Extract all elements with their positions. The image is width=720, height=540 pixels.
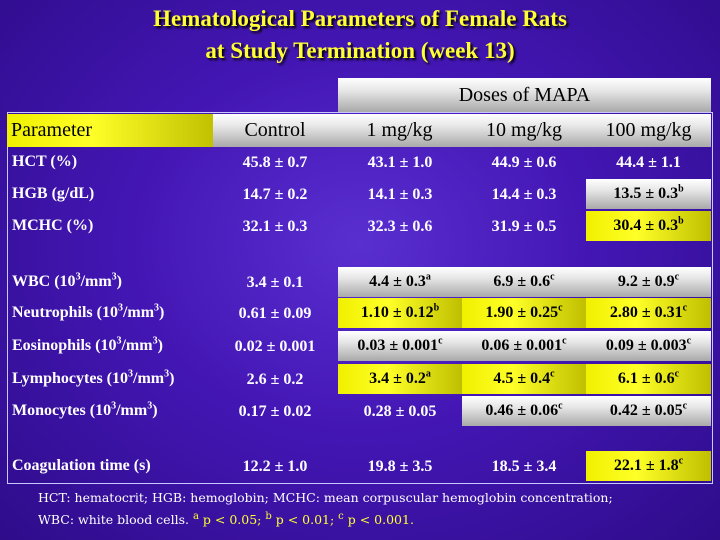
parameter-header: Parameter bbox=[7, 114, 217, 147]
value-cell: 0.03 ± 0.001c bbox=[338, 331, 462, 361]
row-label: Lymphocytes (103/mm3) bbox=[12, 368, 175, 387]
value-cell: 43.1 ± 1.0 bbox=[367, 154, 433, 171]
value-cell: 0.46 ± 0.06c bbox=[462, 396, 586, 426]
value-cell: 14.4 ± 0.3 bbox=[491, 186, 557, 203]
value-cell: 3.4 ± 0.1 bbox=[246, 274, 304, 291]
table-row: Neutrophils (103/mm3) 0.61 ± 0.09 1.10 ± 0… bbox=[0, 298, 720, 328]
column-header-100mg: 100 mg/kg bbox=[586, 114, 711, 147]
value-cell: 2.6 ± 0.2 bbox=[246, 371, 304, 388]
value-cell: 9.2 ± 0.9c bbox=[586, 267, 711, 297]
column-header-control: Control bbox=[213, 114, 337, 147]
value-cell: 12.2 ± 1.0 bbox=[242, 458, 308, 475]
value-cell: 0.17 ± 0.02 bbox=[238, 403, 312, 420]
value-cell: 4.4 ± 0.3a bbox=[338, 267, 462, 297]
row-label: HCT (%) bbox=[12, 153, 78, 170]
value-cell: 32.3 ± 0.6 bbox=[367, 218, 433, 235]
value-cell: 32.1 ± 0.3 bbox=[242, 218, 308, 235]
value-cell: 1.90 ± 0.25c bbox=[462, 298, 586, 328]
value-cell: 44.4 ± 1.1 bbox=[616, 154, 681, 171]
table-row: HGB (g/dL) 14.7 ± 0.2 14.1 ± 0.3 14.4 ± 0.3… bbox=[0, 179, 720, 209]
row-label: Monocytes (103/mm3) bbox=[12, 400, 158, 419]
table-row: Coagulation time (s) 12.2 ± 1.0 19.8 ± 3.5… bbox=[0, 451, 720, 481]
row-label: MCHC (%) bbox=[12, 217, 94, 234]
value-cell: 45.8 ± 0.7 bbox=[242, 154, 308, 171]
slide-title-line-1: Hematological Parameters of Female Rats bbox=[153, 6, 567, 31]
value-cell: 14.1 ± 0.3 bbox=[367, 186, 433, 203]
value-cell: 0.61 ± 0.09 bbox=[238, 305, 312, 322]
footnote-line-1: HCT: hematocrit; HGB: hemoglobin; MCHC: … bbox=[38, 490, 613, 505]
value-cell: 6.9 ± 0.6c bbox=[462, 267, 586, 297]
row-label: HGB (g/dL) bbox=[12, 185, 95, 202]
value-cell: 2.80 ± 0.31c bbox=[586, 298, 711, 328]
column-header-1mg: 1 mg/kg bbox=[337, 114, 462, 147]
column-header-10mg: 10 mg/kg bbox=[462, 114, 586, 147]
value-cell: 30.4 ± 0.3b bbox=[586, 211, 711, 241]
row-label: Coagulation time (s) bbox=[12, 457, 151, 474]
value-cell: 0.28 ± 0.05 bbox=[363, 403, 437, 420]
value-cell: 22.1 ± 1.8c bbox=[586, 451, 711, 481]
value-cell: 6.1 ± 0.6c bbox=[586, 364, 711, 394]
footnote-abbrev: WBC: white blood cells. bbox=[38, 512, 189, 527]
value-cell: 4.5 ± 0.4c bbox=[462, 364, 586, 394]
row-label: Eosinophils (103/mm3) bbox=[12, 335, 163, 354]
slide-title-line-2: at Study Termination (week 13) bbox=[205, 38, 515, 63]
value-cell: 14.7 ± 0.2 bbox=[242, 186, 308, 203]
table-row: Monocytes (103/mm3) 0.17 ± 0.02 0.28 ± 0.0… bbox=[0, 396, 720, 426]
footnote-sig-c: c p < 0.001. bbox=[338, 510, 414, 527]
table-row: HCT (%) 45.8 ± 0.7 43.1 ± 1.0 44.9 ± 0.6 44.… bbox=[0, 147, 720, 177]
value-cell: 0.06 ± 0.001c bbox=[462, 331, 586, 361]
table-frame bbox=[7, 112, 713, 484]
table-header-row: Parameter Control 1 mg/kg 10 mg/kg 100 m… bbox=[7, 114, 711, 147]
value-cell: 3.4 ± 0.2a bbox=[338, 364, 462, 394]
value-cell: 19.8 ± 3.5 bbox=[367, 458, 433, 475]
value-cell: 1.10 ± 0.12b bbox=[338, 298, 462, 328]
table-row: Lymphocytes (103/mm3) 2.6 ± 0.2 3.4 ± 0.2a… bbox=[0, 364, 720, 394]
value-cell: 31.9 ± 0.5 bbox=[491, 218, 557, 235]
value-cell: 0.02 ± 0.001 bbox=[234, 338, 316, 355]
table-row: Eosinophils (103/mm3) 0.02 ± 0.001 0.03 ± … bbox=[0, 331, 720, 361]
value-cell: 0.42 ± 0.05c bbox=[586, 396, 711, 426]
footnote-sig-b: b p < 0.01; bbox=[265, 510, 339, 527]
row-label: WBC (103/mm3) bbox=[12, 271, 122, 290]
value-cell: 18.5 ± 3.4 bbox=[491, 458, 557, 475]
value-cell: 13.5 ± 0.3b bbox=[586, 179, 711, 209]
table-row: MCHC (%) 32.1 ± 0.3 32.3 ± 0.6 31.9 ± 0.5 30… bbox=[0, 211, 720, 241]
footnote-line-2: WBC: white blood cells. a p < 0.05; b p … bbox=[38, 510, 718, 527]
doses-header: Doses of MAPA bbox=[338, 78, 711, 112]
footnote-sig-a: a p < 0.05; bbox=[192, 510, 266, 527]
value-cell: 0.09 ± 0.003c bbox=[586, 331, 711, 361]
table-row: WBC (103/mm3) 3.4 ± 0.1 4.4 ± 0.3a 6.9 ± 0.… bbox=[0, 267, 720, 297]
value-cell: 44.9 ± 0.6 bbox=[491, 154, 557, 171]
row-label: Neutrophils (103/mm3) bbox=[12, 302, 165, 321]
